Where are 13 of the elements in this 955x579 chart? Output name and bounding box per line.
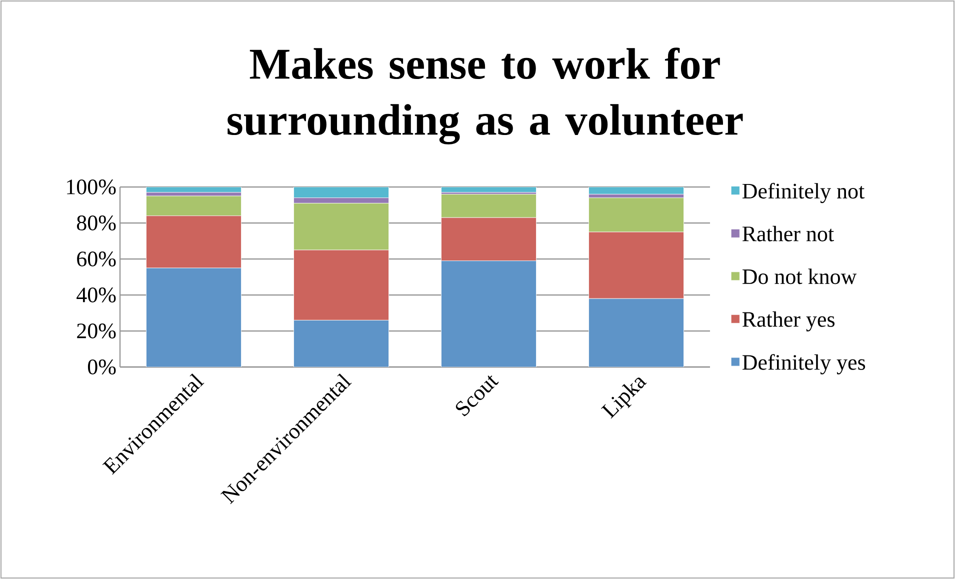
y-tick-label: 20% <box>77 324 116 338</box>
y-tick-label: 80% <box>76 216 116 230</box>
y-tick-label: 0% <box>88 360 116 374</box>
legend-label: Definitely not <box>742 182 865 204</box>
legend-label: Definitely yes <box>742 354 866 374</box>
legend-label: Rather not <box>742 226 834 242</box>
y-tick-label: 60% <box>77 252 116 266</box>
chart-title: Makes sense to work for surrounding as a volunteer <box>228 48 743 144</box>
y-tick-label: 40% <box>76 288 116 302</box>
bar <box>588 187 684 194</box>
y-tick-label: 100% <box>67 180 116 194</box>
legend-label: Rather yes <box>742 311 834 332</box>
legend-label: Do not know <box>742 268 857 284</box>
